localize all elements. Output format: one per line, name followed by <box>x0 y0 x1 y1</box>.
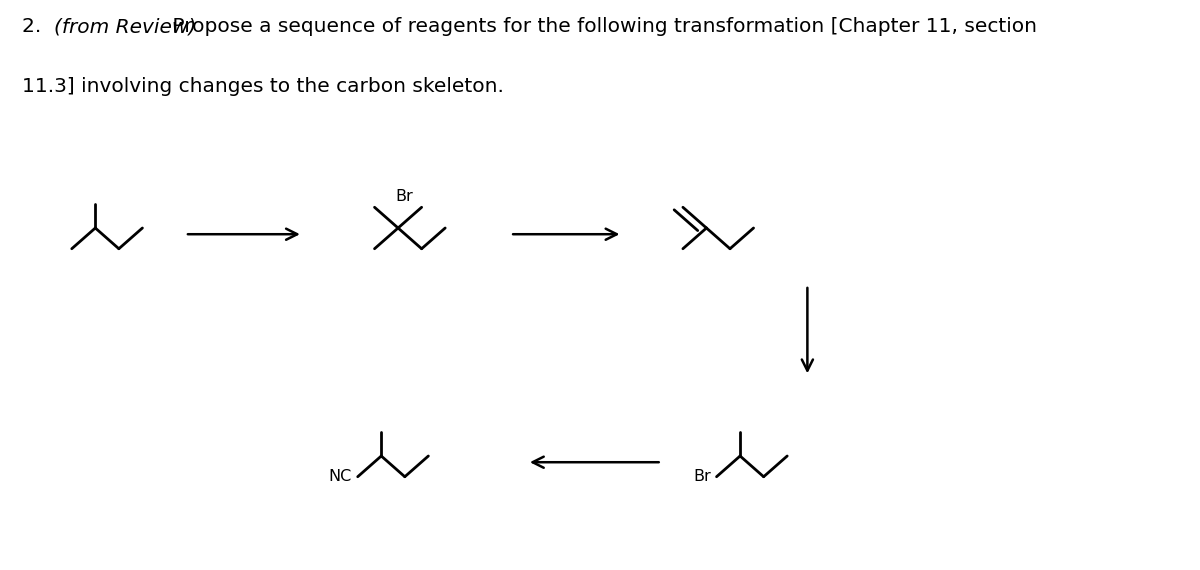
Text: 2.: 2. <box>23 17 48 36</box>
Text: Br: Br <box>396 189 414 205</box>
Text: Br: Br <box>694 469 710 484</box>
Text: Propose a sequence of reagents for the following transformation [Chapter 11, sec: Propose a sequence of reagents for the f… <box>166 17 1037 36</box>
Text: 11.3] involving changes to the carbon skeleton.: 11.3] involving changes to the carbon sk… <box>23 77 504 96</box>
Text: (from Review): (from Review) <box>54 17 196 36</box>
Text: NC: NC <box>329 469 352 484</box>
